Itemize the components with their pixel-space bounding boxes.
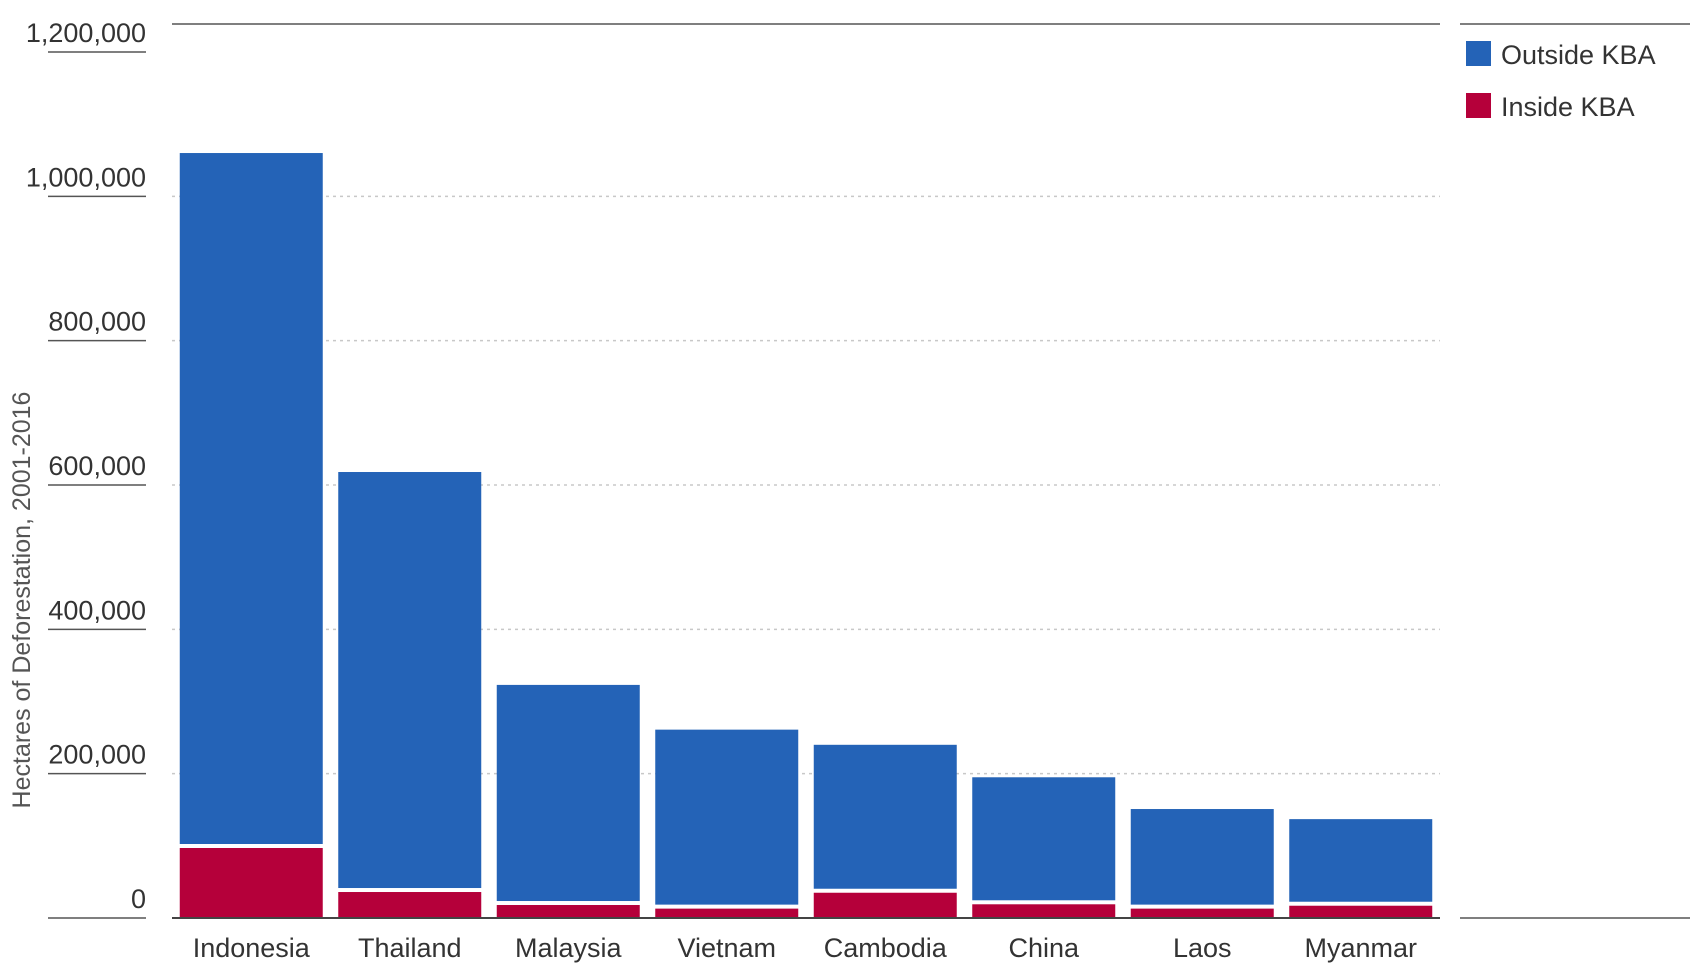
bar-outside-kba <box>1130 809 1274 905</box>
bar-outside-kba <box>496 684 640 902</box>
x-tick-label: Indonesia <box>193 933 311 963</box>
y-tick-label: 0 <box>131 884 146 914</box>
x-tick-label: Laos <box>1173 933 1232 963</box>
x-tick-label: China <box>1008 933 1080 963</box>
x-tick-label: Cambodia <box>824 933 948 963</box>
bar-inside-kba <box>813 892 957 918</box>
bar-inside-kba <box>655 908 799 918</box>
bar-outside-kba <box>655 729 799 905</box>
y-tick-label: 1,000,000 <box>26 162 146 192</box>
x-tick-label: Vietnam <box>677 933 776 963</box>
y-tick-label: 800,000 <box>48 307 146 337</box>
bar-inside-kba <box>338 892 482 918</box>
y-tick-label: 400,000 <box>48 595 146 625</box>
bar-outside-kba <box>972 777 1116 901</box>
axes: 0 200,000 400,000 600,000 800,000 1,000,000 1,… <box>26 18 1690 963</box>
legend-swatch <box>1466 41 1491 66</box>
y-tick-label: 200,000 <box>48 740 146 770</box>
legend-swatch <box>1466 93 1491 118</box>
y-tick-label: 1,200,000 <box>26 18 146 48</box>
bar-outside-kba <box>179 153 323 844</box>
bar-inside-kba <box>179 847 323 918</box>
x-tick-label: Malaysia <box>515 933 623 963</box>
legend: Outside KBA Inside KBA <box>1466 40 1656 122</box>
bars <box>179 153 1433 918</box>
x-tick-label: Myanmar <box>1304 933 1417 963</box>
legend-label: Outside KBA <box>1501 40 1656 70</box>
bar-inside-kba <box>972 904 1116 918</box>
bar-outside-kba <box>813 744 957 889</box>
y-axis-label: Hectares of Deforestation, 2001-2016 <box>8 392 36 809</box>
bar-outside-kba <box>1289 819 1433 902</box>
bar-inside-kba <box>1130 908 1274 918</box>
bar-outside-kba <box>338 472 482 889</box>
bar-inside-kba <box>1289 905 1433 918</box>
y-tick-label: 600,000 <box>48 451 146 481</box>
legend-label: Inside KBA <box>1501 92 1635 122</box>
x-tick-label: Thailand <box>358 933 462 963</box>
bar-inside-kba <box>496 905 640 918</box>
